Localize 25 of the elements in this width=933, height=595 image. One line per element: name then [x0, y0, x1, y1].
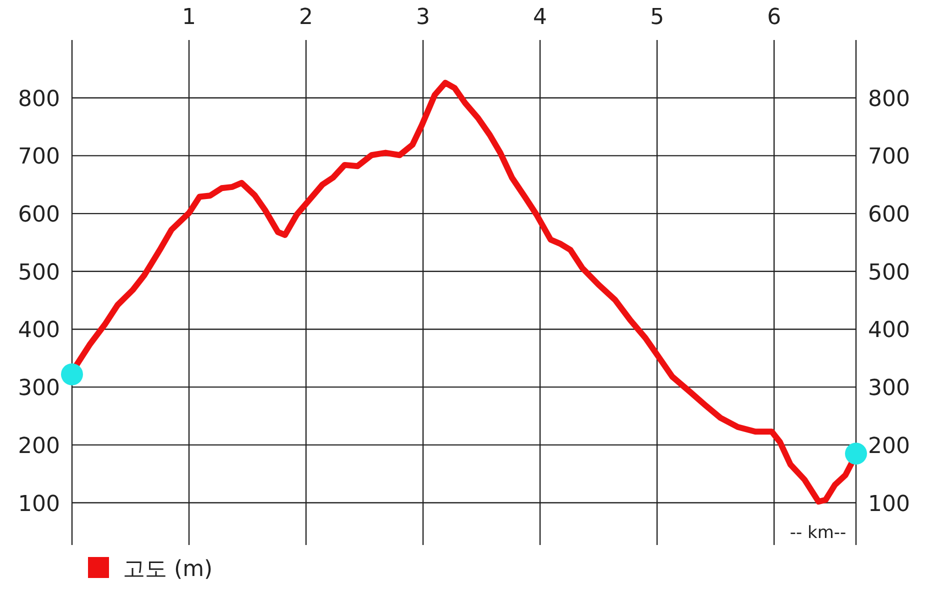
y2-tick-label: 600: [868, 202, 910, 228]
y2-tick-label: 200: [868, 434, 910, 459]
y-tick-label: 600: [18, 202, 60, 228]
y-tick-label: 300: [18, 376, 60, 402]
y2-tick-label: 100: [868, 492, 910, 517]
y2-tick-label: 500: [868, 260, 910, 286]
y-tick-label: 700: [18, 144, 60, 170]
y2-tick-label: 800: [868, 86, 910, 112]
y-tick-label: 800: [18, 86, 60, 112]
x-tick-label: 1: [182, 5, 196, 30]
legend: 고도 (m): [88, 557, 213, 582]
x-tick-label: 6: [767, 5, 782, 30]
y-tick-label: 400: [18, 318, 60, 344]
x-tick-label: 2: [299, 5, 314, 30]
legend-label: 고도 (m): [123, 557, 213, 582]
x-tick-label: 5: [650, 5, 664, 30]
y2-tick-label: 300: [868, 376, 910, 402]
y-tick-label: 200: [18, 434, 60, 459]
y2-tick-label: 400: [868, 318, 910, 344]
y-tick-label: 100: [18, 492, 60, 517]
y2-tick-label: 700: [868, 144, 910, 170]
x-tick-label: 4: [533, 5, 548, 30]
y-tick-label: 500: [18, 260, 60, 286]
x-tick-label: 3: [416, 5, 430, 30]
x-axis-title: -- km--: [790, 523, 846, 543]
